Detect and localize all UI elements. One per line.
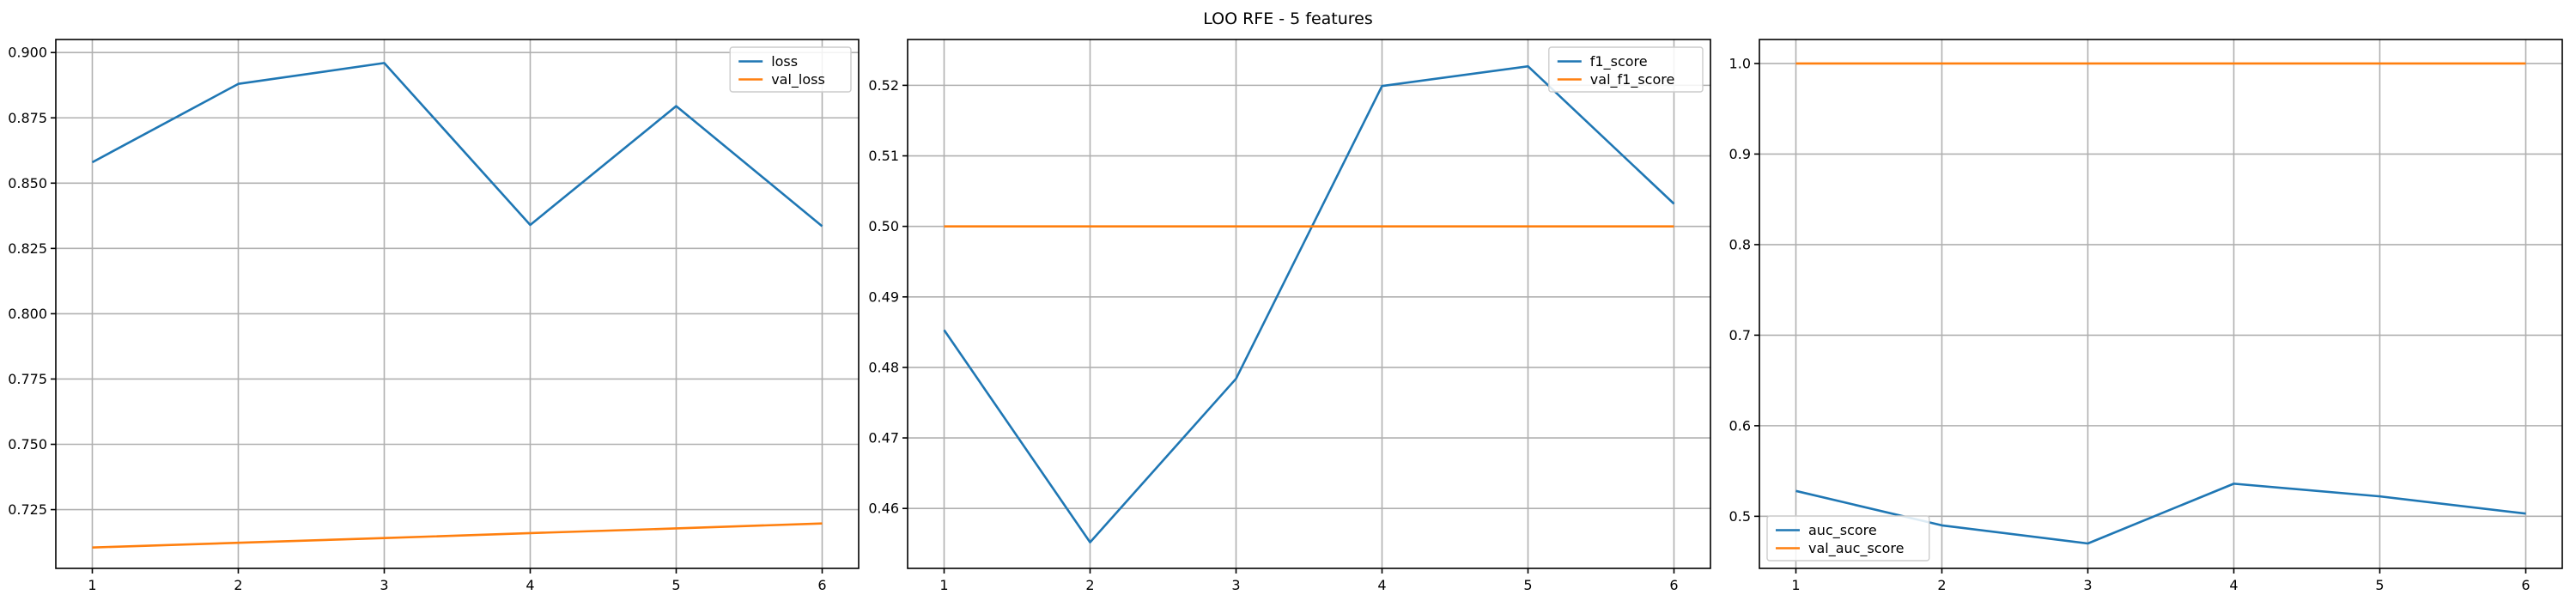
x-tick-label: 5: [1523, 577, 1532, 593]
y-tick-label: 0.48: [868, 359, 899, 375]
x-tick-label: 3: [1231, 577, 1240, 593]
x-tick-label: 4: [2229, 577, 2238, 593]
series-line-val-loss: [92, 522, 823, 549]
x-tick-label: 5: [671, 577, 680, 593]
y-tick-label: 0.875: [8, 110, 47, 126]
legend-box: [1548, 46, 1704, 93]
subplot-auc-score: 1 2 3 4 5 6 0.5 0.6 0.7 0.8 0.9 1.0 auc_scoreval_auc…: [1729, 39, 2563, 593]
y-tick-label: 0.5: [1729, 508, 1751, 525]
legend-label: f1_score: [1590, 53, 1648, 70]
y-tick-label: 0.49: [868, 288, 899, 305]
y-tick-label: 0.51: [868, 148, 899, 164]
legend-box: [1766, 515, 1930, 562]
series-line-f1-score: [943, 64, 1675, 543]
figure-title: LOO RFE - 5 features: [1203, 9, 1373, 28]
legend-label: loss: [771, 53, 798, 70]
y-tick-label: 0.750: [8, 436, 47, 452]
legend-label: val_auc_score: [1808, 540, 1904, 557]
y-tick-label: 0.850: [8, 175, 47, 191]
x-tick-label: 3: [2083, 577, 2092, 593]
subplot-f1-score: 1 2 3 4 5 6 0.46 0.47 0.48 0.49 0.50 0.51 0.52 f1_sco…: [868, 39, 1711, 593]
legend-label: auc_score: [1808, 522, 1877, 539]
x-tick-label: 5: [2375, 577, 2384, 593]
x-tick-label: 6: [1669, 577, 1678, 593]
x-tick-label: 4: [526, 577, 534, 593]
y-tick-label: 0.52: [868, 77, 899, 94]
y-tick-label: 0.6: [1729, 417, 1751, 434]
x-tick-label: 2: [1937, 577, 1946, 593]
x-tick-label: 6: [2521, 577, 2530, 593]
x-tick-label: 2: [1085, 577, 1094, 593]
subplot-loss: 1 2 3 4 5 6 0.725 0.750 0.775 0.800 0.825 0.850 0.87…: [8, 39, 860, 593]
x-tick-label: 1: [939, 577, 948, 593]
y-tick-label: 0.900: [8, 45, 47, 61]
y-tick-label: 0.8: [1729, 236, 1751, 252]
x-tick-label: 2: [234, 577, 242, 593]
y-tick-label: 0.47: [868, 430, 899, 446]
y-tick-label: 0.800: [8, 306, 47, 322]
axes-frame: [55, 39, 860, 569]
y-tick-label: 0.7: [1729, 327, 1751, 343]
y-tick-label: 0.9: [1729, 146, 1751, 162]
x-tick-label: 4: [1377, 577, 1386, 593]
y-tick-label: 0.46: [868, 501, 899, 517]
series-line-loss: [91, 62, 823, 228]
y-tick-label: 0.50: [868, 218, 899, 234]
y-tick-label: 0.775: [8, 371, 47, 387]
y-tick-label: 0.825: [8, 240, 47, 257]
axes-frame: [1759, 39, 2563, 569]
x-tick-label: 1: [88, 577, 96, 593]
legend-label: val_loss: [771, 71, 825, 88]
axes-frame: [907, 39, 1711, 569]
x-tick-label: 3: [380, 577, 388, 593]
legend-box: [729, 46, 852, 93]
y-tick-label: 0.725: [8, 501, 47, 518]
y-tick-label: 1.0: [1729, 55, 1751, 71]
x-tick-label: 1: [1791, 577, 1800, 593]
legend-label: val_f1_score: [1590, 71, 1675, 88]
x-tick-label: 6: [817, 577, 826, 593]
